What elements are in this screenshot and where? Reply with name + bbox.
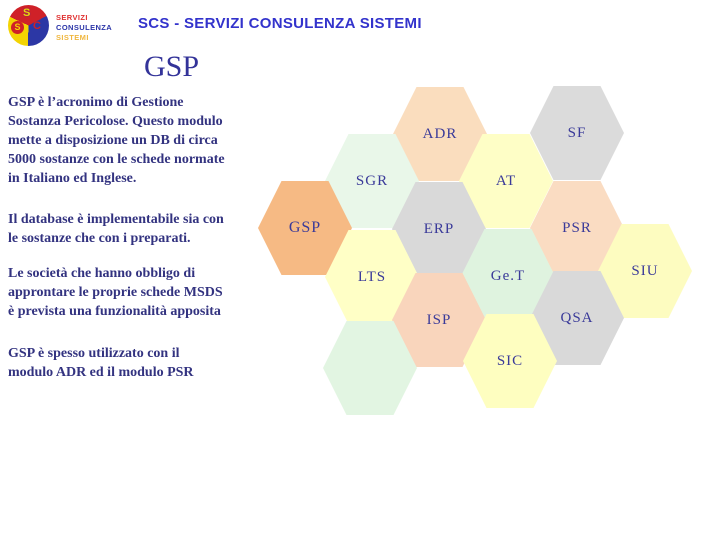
hexagon-label: SGR [355, 172, 389, 189]
paragraph-2: Il database è implementabile sia con le … [8, 212, 224, 246]
paragraph-3: Le società che hanno obbligo di appronta… [8, 266, 223, 319]
slide-title: GSP [144, 50, 200, 83]
hexagon-label: GSP [288, 219, 322, 236]
hexagon-label: SIU [631, 262, 659, 279]
company-logo: S C S SERVIZI CONSULENZA SISTEMI [8, 5, 138, 57]
hexagon-label: QSA [560, 309, 594, 326]
hexagon-sf: SF [530, 86, 624, 180]
hexagon-siu: SIU [598, 224, 692, 318]
hexagon-label: SIC [496, 352, 524, 369]
paragraph-4: GSP è spesso utilizzato con il modulo AD… [8, 346, 194, 380]
hexagon-label: LTS [357, 268, 387, 285]
hexagon-label: SF [567, 124, 587, 141]
logo-letter-s-top: S [23, 7, 31, 19]
logo-word-sistemi: SISTEMI [56, 33, 89, 42]
paragraph-1: GSP è l’acronimo di Gestione Sostanza Pe… [8, 95, 225, 186]
hexagon-label: ADR [422, 125, 458, 142]
hexagon-label: ERP [423, 220, 455, 237]
hexagon-label: Ge.T [490, 267, 526, 284]
body-text: GSP è l’acronimo di Gestione Sostanza Pe… [8, 93, 293, 382]
logo-word-consulenza: CONSULENZA [56, 23, 113, 32]
hexagon-label: ISP [426, 311, 452, 328]
logo-wordmark: SERVIZI CONSULENZA SISTEMI [56, 13, 112, 43]
hexagon-label: AT [495, 172, 517, 189]
logo-word-servizi: SERVIZI [56, 13, 88, 22]
logo-circle-icon: S C S [8, 5, 49, 46]
logo-letter-c: C [33, 20, 41, 32]
hexagon-label: PSR [562, 219, 592, 236]
header-title: SCS - SERVIZI CONSULENZA SISTEMI [138, 15, 422, 32]
logo-letter-s-left: S [11, 21, 24, 34]
